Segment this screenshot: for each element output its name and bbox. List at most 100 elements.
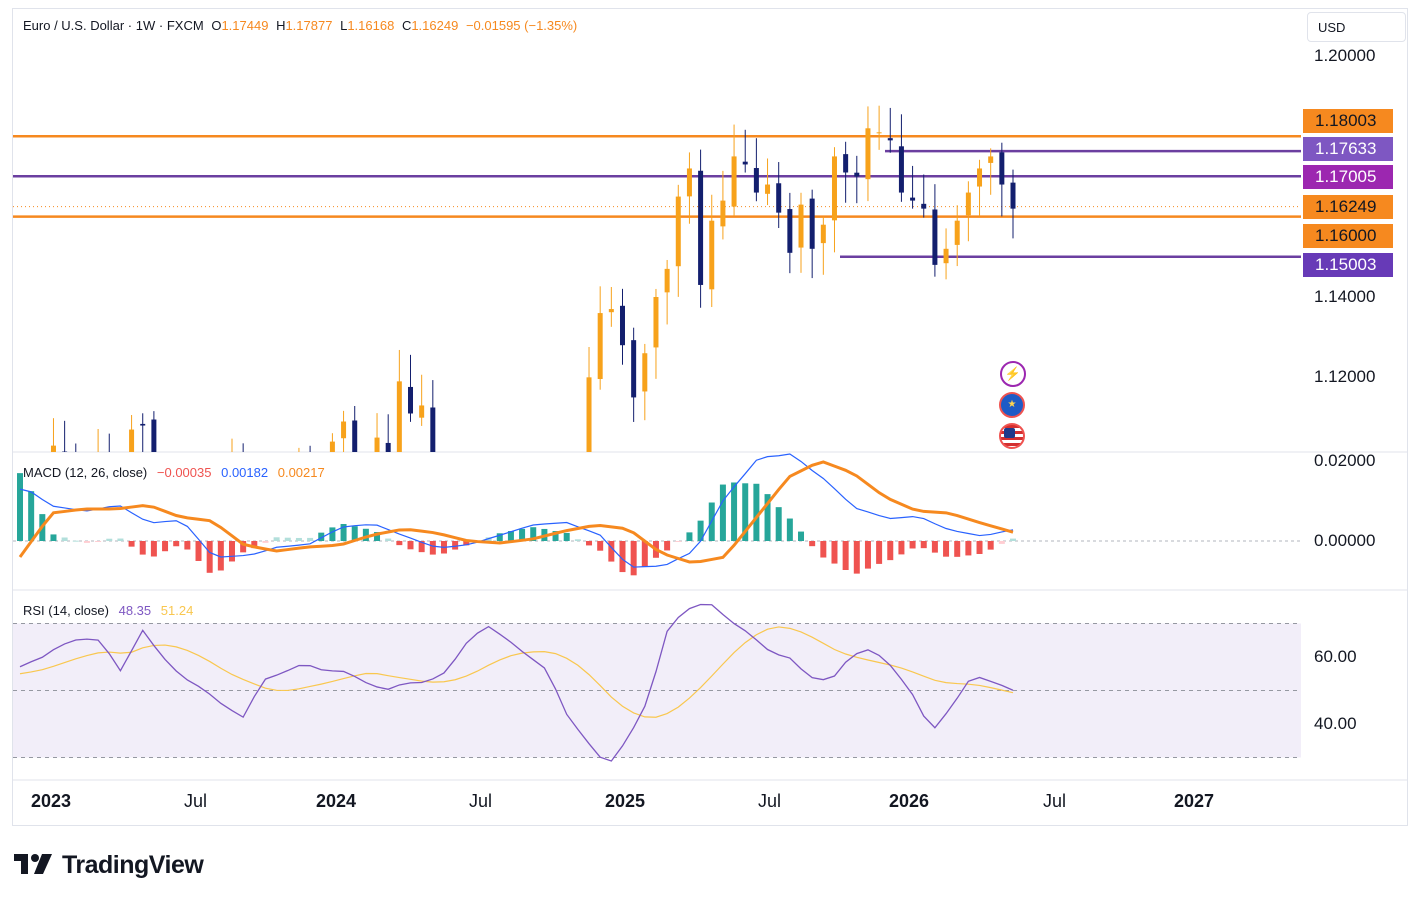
- macd-histogram-bar: [385, 538, 392, 541]
- price-tick: 1.14000: [1314, 287, 1376, 306]
- macd-histogram-bar: [262, 541, 269, 543]
- macd-tick: 0.00000: [1314, 531, 1376, 550]
- candle-body: [988, 156, 994, 163]
- candle-body: [341, 421, 347, 439]
- candle-body: [163, 488, 168, 525]
- exchange: FXCM: [166, 18, 204, 33]
- macd-legend[interactable]: MACD (12, 26, close) −0.00035 0.00182 0.…: [23, 465, 331, 480]
- candle-body: [118, 488, 123, 502]
- price-badge-level[interactable]: 1.17633: [1303, 137, 1393, 161]
- macd-histogram-bar: [228, 541, 235, 562]
- macd-histogram-bar: [217, 541, 224, 571]
- currency-button[interactable]: USD: [1307, 12, 1406, 42]
- chart-frame: [12, 8, 1408, 826]
- rsi-label: RSI (14, close): [23, 603, 109, 618]
- rsi-legend[interactable]: RSI (14, close) 48.35 51.24: [23, 603, 199, 618]
- candle-body: [854, 172, 860, 177]
- candle-body: [999, 152, 1005, 185]
- legend-separator: ·: [127, 18, 133, 33]
- macd-histogram-bar: [686, 532, 693, 541]
- candle-body: [765, 184, 771, 194]
- time-tick-month: Jul: [758, 791, 782, 811]
- candle-body: [798, 204, 804, 248]
- candle-body: [932, 209, 938, 265]
- candle-body: [675, 196, 681, 267]
- macd-histogram-bar: [552, 531, 559, 541]
- candle-body: [831, 156, 837, 221]
- symbol-name: Euro / U.S. Dollar: [23, 18, 125, 33]
- price-badge-resistance[interactable]: 1.18003: [1303, 109, 1393, 133]
- macd-pane[interactable]: [13, 453, 1301, 576]
- macd-histogram-bar: [697, 520, 704, 541]
- macd-histogram-bar: [1010, 538, 1016, 541]
- macd-histogram-bar: [273, 537, 280, 541]
- macd-histogram-bar: [150, 541, 157, 557]
- candle-body: [664, 268, 670, 293]
- time-tick-year: 2023: [31, 791, 72, 811]
- candle-body: [408, 386, 414, 414]
- macd-histogram-bar: [284, 537, 291, 541]
- time-tick-month: Jul: [469, 791, 493, 811]
- candle-body: [419, 405, 425, 418]
- open-value: 1.17449: [221, 18, 269, 33]
- symbol-legend[interactable]: Euro / U.S. Dollar · 1W · FXCM O1.17449 …: [23, 18, 577, 33]
- macd-histogram-bar: [898, 541, 905, 555]
- macd-histogram-bar: [630, 541, 637, 576]
- candle-body: [564, 496, 569, 526]
- macd-histogram-bar: [530, 527, 537, 541]
- macd-histogram-bar: [965, 541, 972, 556]
- macd-histogram-bar: [240, 541, 247, 553]
- macd-histogram-bar: [106, 538, 113, 541]
- candle-body: [84, 494, 89, 575]
- price-badge-support[interactable]: 1.16000: [1303, 224, 1393, 248]
- macd-histogram-bar: [619, 541, 626, 573]
- price-badge-support[interactable]: 1.15003: [1303, 253, 1393, 277]
- macd-histogram-bar: [675, 541, 682, 542]
- macd-histogram-bar: [954, 541, 961, 557]
- interval: 1W: [135, 18, 156, 33]
- candle-body: [542, 498, 547, 615]
- macd-histogram-bar: [61, 537, 68, 541]
- candle-body: [910, 197, 916, 201]
- macd-tick: 0.02000: [1314, 451, 1376, 470]
- macd-histogram-bar: [72, 540, 79, 542]
- candle-body: [954, 220, 960, 245]
- candle-body: [686, 168, 692, 197]
- tradingview-logo[interactable]: TradingView: [14, 848, 204, 882]
- time-tick-year: 2026: [889, 791, 930, 811]
- lightning-icon[interactable]: ⚡: [1000, 361, 1026, 387]
- macd-histogram-bar: [407, 541, 414, 550]
- rsi-ma-line: [19, 626, 1014, 718]
- eu-flag-icon[interactable]: ★: [999, 392, 1025, 418]
- macd-histogram-bar: [798, 531, 805, 541]
- candle-body: [597, 313, 603, 379]
- macd-histogram-bar: [764, 494, 771, 541]
- macd-label: MACD (12, 26, close): [23, 465, 148, 480]
- macd-histogram-bar: [318, 532, 325, 541]
- candle-body: [865, 128, 871, 180]
- high-label: H: [276, 18, 286, 33]
- price-pane[interactable]: [13, 105, 1301, 758]
- candle-body: [921, 203, 927, 209]
- macd-histogram-bar: [351, 526, 358, 541]
- candle-body: [876, 132, 882, 134]
- macd-histogram-bar: [641, 541, 648, 567]
- rsi-pane[interactable]: [13, 603, 1301, 762]
- macd-histogram-value: −0.00035: [156, 465, 212, 480]
- candle-body: [820, 224, 826, 244]
- us-flag-icon[interactable]: [999, 423, 1025, 449]
- rsi-line: [19, 603, 1014, 762]
- candle-body: [441, 477, 446, 522]
- candle-body: [776, 183, 782, 213]
- price-badge-level[interactable]: 1.17005: [1303, 165, 1393, 189]
- change-value: −0.01595 (−1.35%): [465, 18, 578, 33]
- macd-histogram-bar: [887, 541, 894, 561]
- candle-body: [653, 297, 659, 348]
- time-tick-year: 2025: [605, 791, 646, 811]
- price-badge-last-price[interactable]: 1.16249: [1303, 195, 1393, 219]
- macd-histogram-bar: [418, 541, 425, 553]
- macd-histogram-bar: [396, 541, 403, 546]
- macd-histogram-bar: [173, 541, 180, 547]
- low-label: L: [340, 18, 348, 33]
